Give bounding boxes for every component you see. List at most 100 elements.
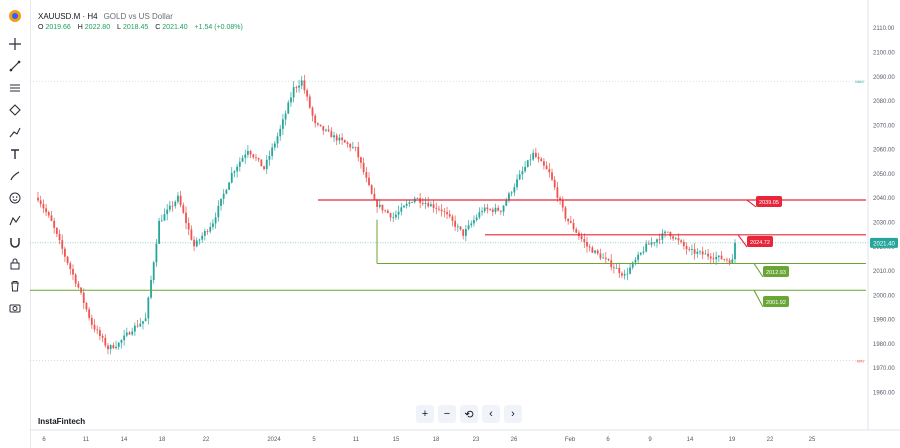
candle-body (249, 150, 252, 155)
candle-body (639, 252, 642, 255)
candle-body (666, 231, 669, 233)
candle-body (537, 157, 540, 159)
candle-body (454, 220, 457, 227)
candle-body (330, 131, 333, 138)
candle-body (602, 257, 605, 259)
candle-body (222, 193, 225, 199)
lock-drawing-icon[interactable] (5, 254, 25, 274)
candle-body (338, 137, 341, 141)
candle-body (513, 187, 516, 193)
candle-body (109, 345, 112, 350)
candle-body (160, 220, 163, 222)
candle-body (290, 97, 292, 103)
high-value: 2022.80 (84, 24, 111, 31)
candle-body (629, 267, 631, 274)
candle-body (139, 323, 142, 327)
candle-body (674, 238, 677, 239)
candle-body (66, 256, 69, 264)
candle-body (241, 157, 244, 162)
candle-body (701, 251, 704, 255)
candle-body (682, 241, 685, 247)
candle-body (61, 240, 64, 249)
candle-body (502, 205, 505, 212)
candle-body (462, 229, 465, 236)
candle-body (177, 195, 179, 202)
text-icon[interactable] (5, 144, 25, 164)
candle-body (125, 332, 128, 336)
close-value: 2021.40 (162, 24, 188, 31)
candle-body (107, 345, 109, 350)
reset-button[interactable]: ⟲ (460, 405, 478, 423)
candle-body (491, 209, 494, 212)
scroll-left-button[interactable]: ‹ (482, 405, 500, 423)
candle-body (252, 154, 255, 158)
candle-body (540, 158, 543, 162)
support-level-tag (763, 296, 789, 307)
max-label: MAX (855, 79, 864, 84)
ohlc-readout: O 2019.66 H 2022.80 L 2018.45 C 2021.40 +1.5… (38, 24, 248, 31)
candle-body (346, 142, 349, 144)
candle-body (395, 214, 397, 218)
candle-body (217, 205, 220, 218)
trend-line-icon[interactable] (5, 56, 25, 76)
candle-body (158, 220, 161, 244)
scroll-right-button[interactable]: › (504, 405, 522, 423)
zoom-out-button[interactable]: − (438, 405, 456, 423)
candle-body (131, 331, 134, 335)
candle-body (308, 96, 311, 108)
candle-body (438, 208, 440, 210)
candle-body (203, 231, 206, 236)
candle-body (580, 236, 583, 239)
candle-body (405, 203, 408, 206)
candle-body (510, 192, 513, 194)
candle-body (193, 239, 195, 247)
candle-body (688, 249, 691, 251)
candle-body (416, 198, 419, 199)
measure-icon[interactable] (5, 210, 25, 230)
price-tick-label: 2060.00 (873, 148, 895, 154)
magnet-icon[interactable] (5, 232, 25, 252)
candle-body (483, 207, 486, 212)
candle-body (384, 210, 387, 212)
time-tick-label: Feb (565, 437, 576, 443)
candle-body (508, 193, 510, 201)
resistance-callout-leader (737, 234, 748, 248)
candle-body (209, 227, 212, 232)
candle-body (489, 209, 492, 211)
candle-body (265, 159, 268, 170)
drawing-toolbar (0, 0, 31, 448)
crosshair-icon[interactable] (5, 34, 25, 54)
candle-body (642, 251, 645, 253)
current-price-label: 2021.40 (873, 241, 895, 247)
emoji-icon[interactable] (5, 188, 25, 208)
candle-body (303, 80, 306, 91)
candle-body (591, 247, 594, 253)
forecast-icon[interactable] (5, 122, 25, 142)
candle-body (327, 129, 330, 132)
candle-body (287, 102, 290, 114)
zoom-in-button[interactable]: + (416, 405, 434, 423)
trash-icon[interactable] (5, 276, 25, 296)
candle-body (90, 317, 93, 325)
fib-icon[interactable] (5, 78, 25, 98)
candle-body (190, 229, 193, 240)
candle-body (521, 171, 524, 175)
price-tick-label: 2050.00 (873, 172, 895, 178)
candle-body (650, 242, 653, 245)
candle-body (378, 204, 381, 207)
pattern-icon[interactable] (5, 100, 25, 120)
candle-body (77, 283, 80, 288)
screenshot-icon[interactable] (5, 298, 25, 318)
brush-icon[interactable] (5, 166, 25, 186)
candle-body (400, 207, 403, 212)
price-tick-label: 2000.00 (873, 293, 895, 299)
candle-body (319, 124, 322, 127)
price-tick-label: 1990.00 (873, 318, 895, 324)
candle-body (432, 204, 435, 208)
time-tick-label: 25 (809, 437, 816, 443)
support-callout-leader (753, 289, 764, 308)
candle-body (85, 302, 88, 310)
candle-body (300, 80, 303, 86)
